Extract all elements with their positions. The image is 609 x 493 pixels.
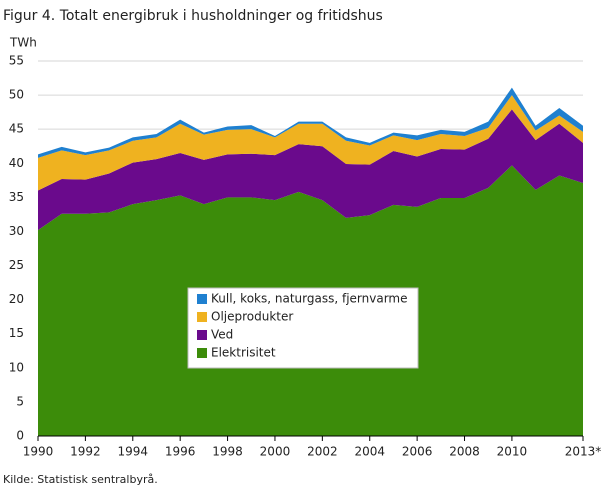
x-tick-label: 2002 xyxy=(307,445,338,459)
legend-swatch xyxy=(197,330,207,340)
legend: Kull, koks, naturgass, fjernvarme Oljepro… xyxy=(187,287,419,369)
area xyxy=(38,95,583,191)
x-tick-label: 1994 xyxy=(118,445,149,459)
legend-swatch xyxy=(197,348,207,358)
legend-label: Ved xyxy=(211,328,233,342)
x-tick-label: 1998 xyxy=(212,445,243,459)
y-tick-label: 40 xyxy=(9,156,24,170)
x-tick-label: 2004 xyxy=(354,445,385,459)
y-tick-label: 10 xyxy=(9,360,24,374)
legend-label: Elektrisitet xyxy=(211,346,276,360)
chart-title: Figur 4. Totalt energibruk i husholdning… xyxy=(3,8,383,24)
y-axis-label: TWh xyxy=(9,36,37,50)
x-tick-label: 2013* xyxy=(565,445,602,459)
area xyxy=(38,87,583,158)
y-tick-label: 25 xyxy=(9,258,24,272)
x-tick-label: 2008 xyxy=(449,445,480,459)
x-tick-label: 2000 xyxy=(260,445,291,459)
y-tick-label: 0 xyxy=(16,429,24,443)
legend-label: Oljeprodukter xyxy=(211,310,293,324)
y-tick-label: 45 xyxy=(9,122,24,136)
x-tick-label: 2010 xyxy=(497,445,528,459)
x-tick-label: 1992 xyxy=(70,445,101,459)
x-tick-label: 1990 xyxy=(23,445,54,459)
y-tick-label: 20 xyxy=(9,292,24,306)
y-tick-label: 55 xyxy=(9,54,24,68)
x-tick-label: 2006 xyxy=(402,445,433,459)
legend-label: Kull, koks, naturgass, fjernvarme xyxy=(211,292,407,306)
x-tick-label: 1996 xyxy=(165,445,196,459)
legend-swatch xyxy=(197,294,207,304)
y-tick-label: 5 xyxy=(16,394,24,408)
y-tick-label: 30 xyxy=(9,224,24,238)
area xyxy=(38,109,583,231)
source: Kilde: Statistisk sentralbyrå. xyxy=(3,473,158,486)
y-tick-label: 35 xyxy=(9,190,24,204)
y-tick-label: 50 xyxy=(9,88,24,102)
legend-swatch xyxy=(197,312,207,322)
y-tick-label: 15 xyxy=(9,326,24,340)
legend-box xyxy=(187,287,419,369)
